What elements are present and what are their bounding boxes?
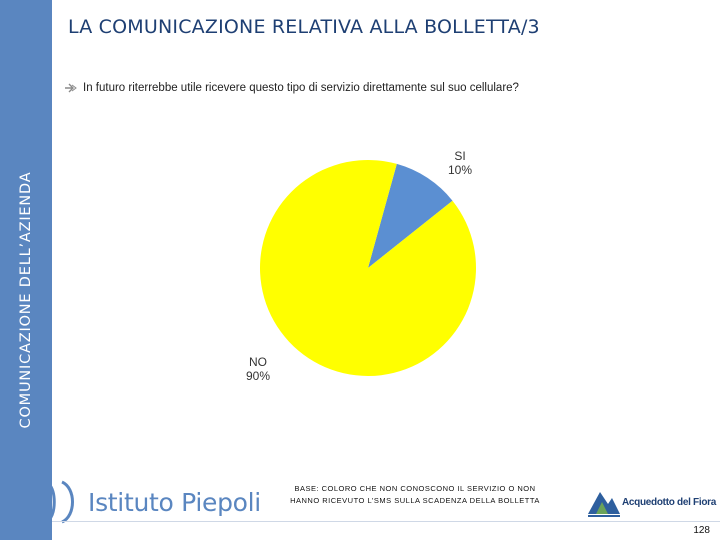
istituto-piepoli-logo-icon	[24, 476, 74, 528]
sidebar: COMUNICAZIONE DELL’AZIENDA	[0, 0, 52, 540]
page-title: LA COMUNICAZIONE RELATIVA ALLA BOLLETTA/…	[68, 16, 540, 38]
pie-slice-no	[260, 160, 476, 376]
acquedotto-del-fiora-logo-icon	[588, 492, 620, 517]
question-text: In futuro riterrebbe utile ricevere ques…	[83, 82, 519, 94]
page-number: 128	[693, 525, 710, 536]
bottom-divider	[52, 521, 720, 522]
pie-label-si: SI	[454, 149, 465, 163]
base-note-line-1: BASE: COLORO CHE NON CONOSCONO IL SERVIZ…	[294, 484, 536, 493]
sidebar-label: COMUNICAZIONE DELL’AZIENDA	[18, 171, 34, 429]
bullet-arrow-icon	[65, 83, 77, 93]
logo-left-text: Istituto Piepoli	[88, 487, 261, 517]
acquedotto-del-fiora-logo: Acquedotto del Fiora	[586, 480, 716, 520]
question-line: In futuro riterrebbe utile ricevere ques…	[64, 82, 519, 94]
base-note-line-2: HANNO RICEVUTO L’SMS SULLA SCADENZA DELL…	[290, 496, 540, 505]
pie-label-no: NO	[249, 355, 267, 369]
istituto-piepoli-logo: Istituto Piepoli	[18, 474, 261, 530]
base-note: BASE: COLORO CHE NON CONOSCONO IL SERVIZ…	[270, 483, 560, 507]
logo-right-text: Acquedotto del Fiora	[622, 497, 717, 508]
pie-value-label-si: 10%	[448, 163, 472, 177]
pie-value-label-no: 90%	[246, 369, 270, 383]
pie-slice-si	[368, 163, 453, 268]
